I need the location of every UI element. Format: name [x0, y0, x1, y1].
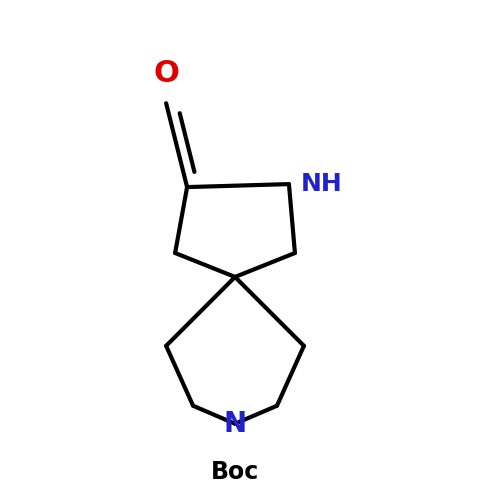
Text: O: O: [153, 60, 179, 88]
Text: NH: NH: [301, 172, 343, 196]
Text: N: N: [224, 410, 246, 438]
Text: Boc: Boc: [211, 460, 259, 483]
